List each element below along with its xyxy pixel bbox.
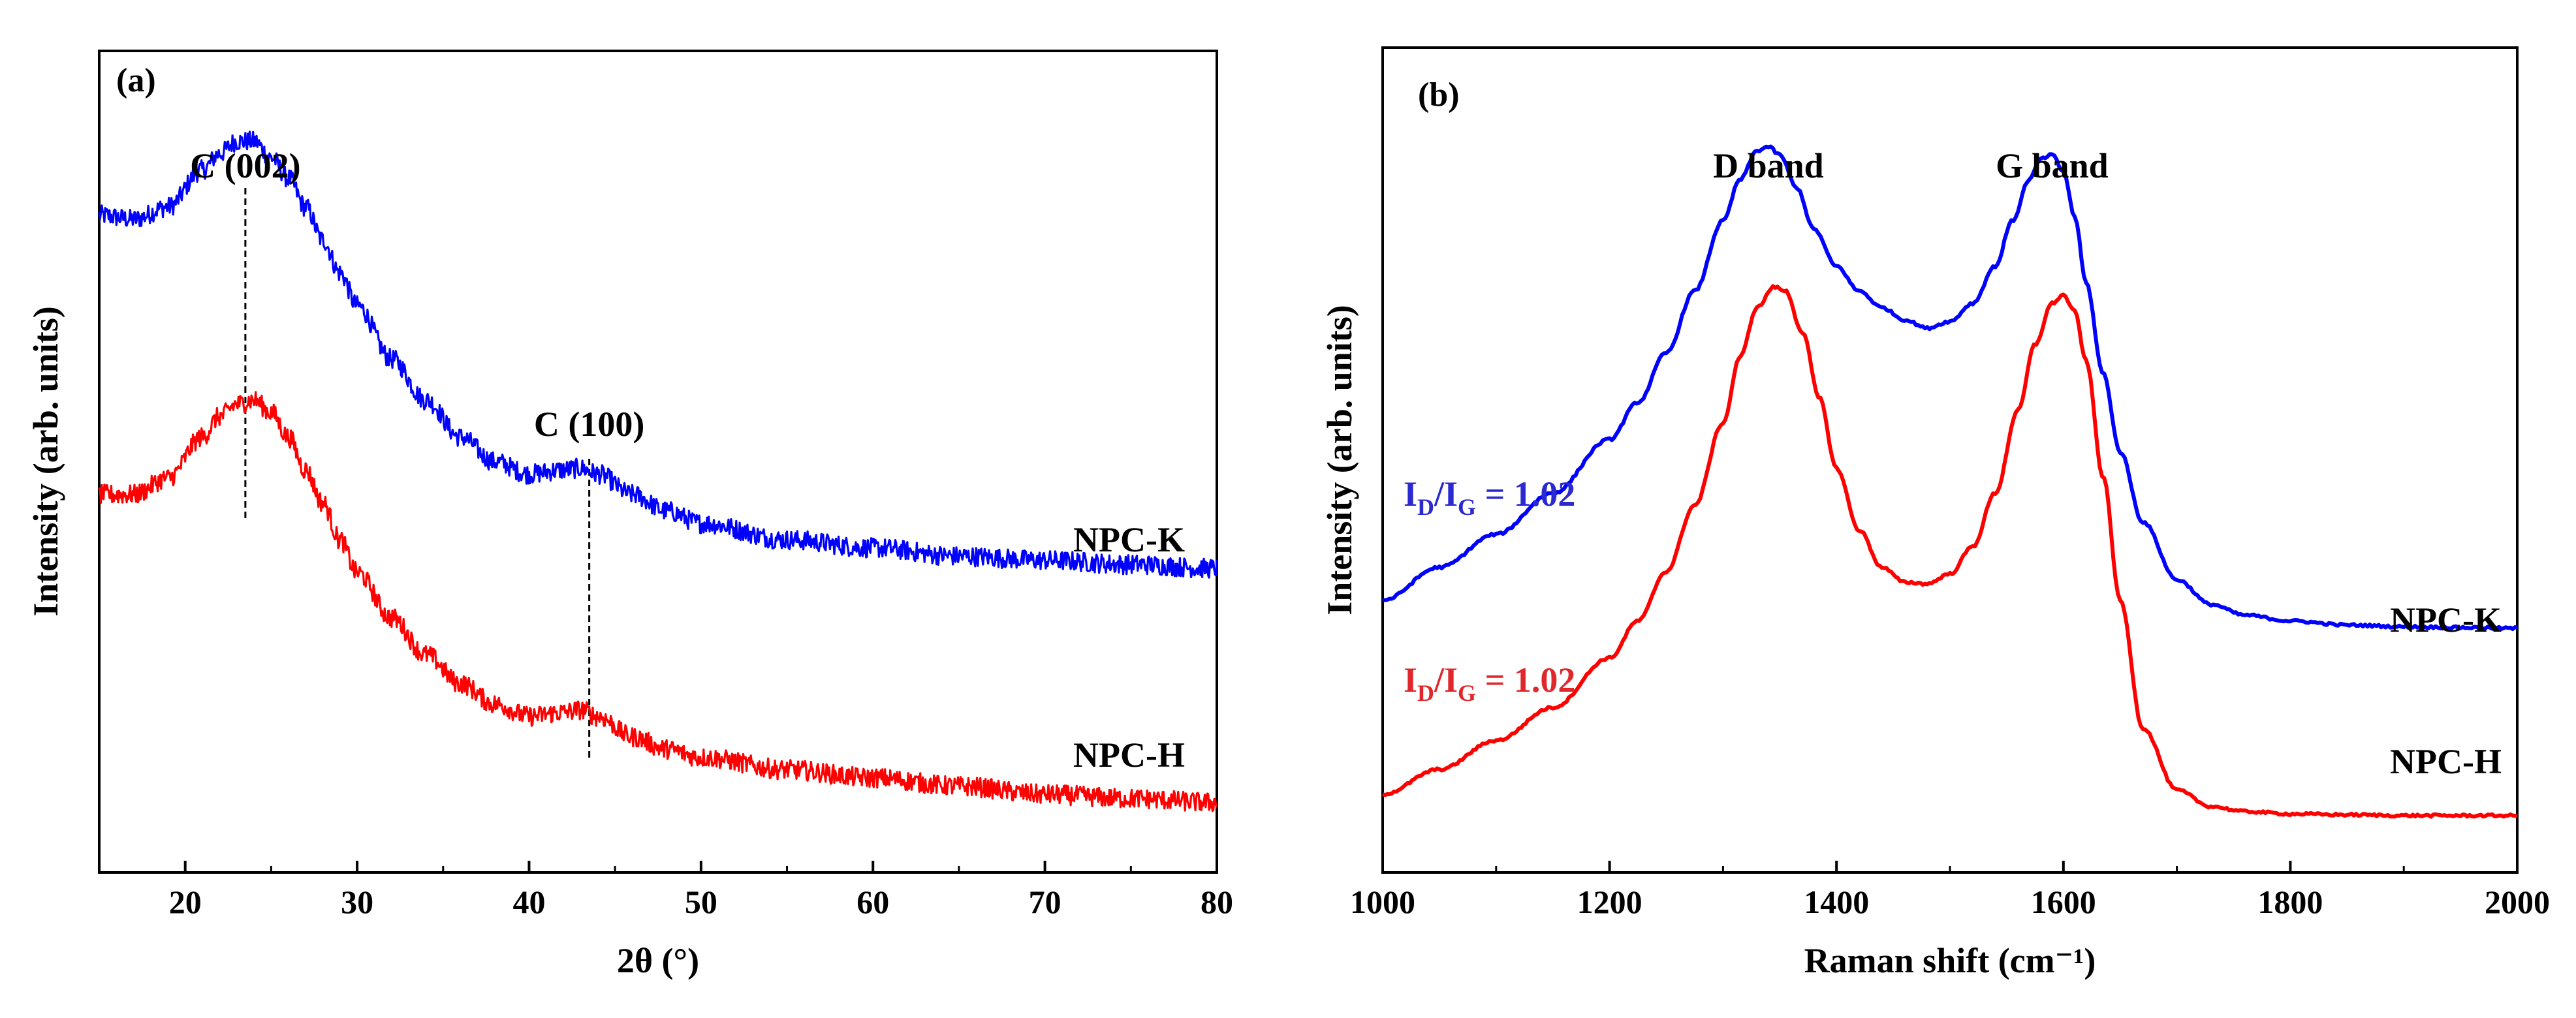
series-label-npc-h-b: NPC-H [2390, 742, 2502, 781]
raman-panel: (b) 1000 1200 1400 1600 1800 2000 D band G ban… [1320, 46, 2550, 980]
x-tick-label: 1800 [2257, 884, 2323, 920]
x-tick-label: 50 [685, 884, 717, 920]
peak-annotations-a: C (002) C (100) [190, 146, 644, 444]
x-tick-label: 20 [169, 884, 202, 920]
x-tick-label: 2000 [2485, 884, 2550, 920]
series-label-npc-k-a: NPC-K [1073, 520, 1185, 559]
series-line-npc-h [1381, 284, 2518, 819]
intensity-ratio-npc-k: ID/IG = 1.02 [1404, 474, 1575, 520]
plot-frame-b [1381, 46, 2519, 874]
x-tick-label: 1200 [1577, 884, 1642, 920]
series-label-npc-h-a: NPC-H [1073, 735, 1185, 775]
x-tick-label: 30 [341, 884, 373, 920]
x-tick-label: 60 [856, 884, 889, 920]
x-tick-label: 1000 [1350, 884, 1415, 920]
plot-frame-a [98, 50, 1218, 874]
x-tick-label: 1400 [1804, 884, 1869, 920]
series-line-npc-k [1382, 144, 2518, 631]
intensity-ratio-npc-h: ID/IG = 1.02 [1404, 660, 1575, 706]
band-label: D band [1713, 146, 1824, 185]
xrd-panel: (a) 20 30 40 50 60 70 80 C (002)C (100) NPC-K … [26, 50, 1233, 980]
band-label: G band [1996, 146, 2109, 185]
x-tick-label: 80 [1201, 884, 1233, 920]
x-ticks-a [98, 861, 1218, 872]
panel-label-b: (b) [1418, 76, 1460, 114]
series-line-npc-h [98, 391, 1218, 812]
peak-label: C (100) [534, 405, 644, 444]
x-tick-labels-b: 1000 1200 1400 1600 1800 2000 [1350, 884, 2550, 920]
x-tick-labels-a: 20 30 40 50 60 70 80 [169, 884, 1233, 920]
x-ticks-b [1381, 861, 2519, 872]
x-tick-label: 70 [1029, 884, 1061, 920]
peak-label: C (002) [190, 146, 300, 185]
y-axis-title-a: Intensity (arb. units) [26, 306, 65, 617]
series-lines-a [98, 131, 1218, 812]
x-tick-label: 1600 [2031, 884, 2096, 920]
series-line-npc-k [98, 131, 1218, 579]
y-axis-title-b: Intensity (arb. units) [1320, 305, 1359, 615]
x-axis-title-a: 2θ (°) [617, 941, 699, 980]
band-annotations-b: D band G band [1713, 146, 2109, 185]
x-tick-label: 40 [512, 884, 545, 920]
series-label-npc-k-b: NPC-K [2390, 600, 2502, 640]
x-axis-title-b: Raman shift (cm⁻¹) [1804, 941, 2096, 980]
panel-label-a: (a) [116, 62, 156, 99]
series-lines-b [1381, 144, 2518, 819]
